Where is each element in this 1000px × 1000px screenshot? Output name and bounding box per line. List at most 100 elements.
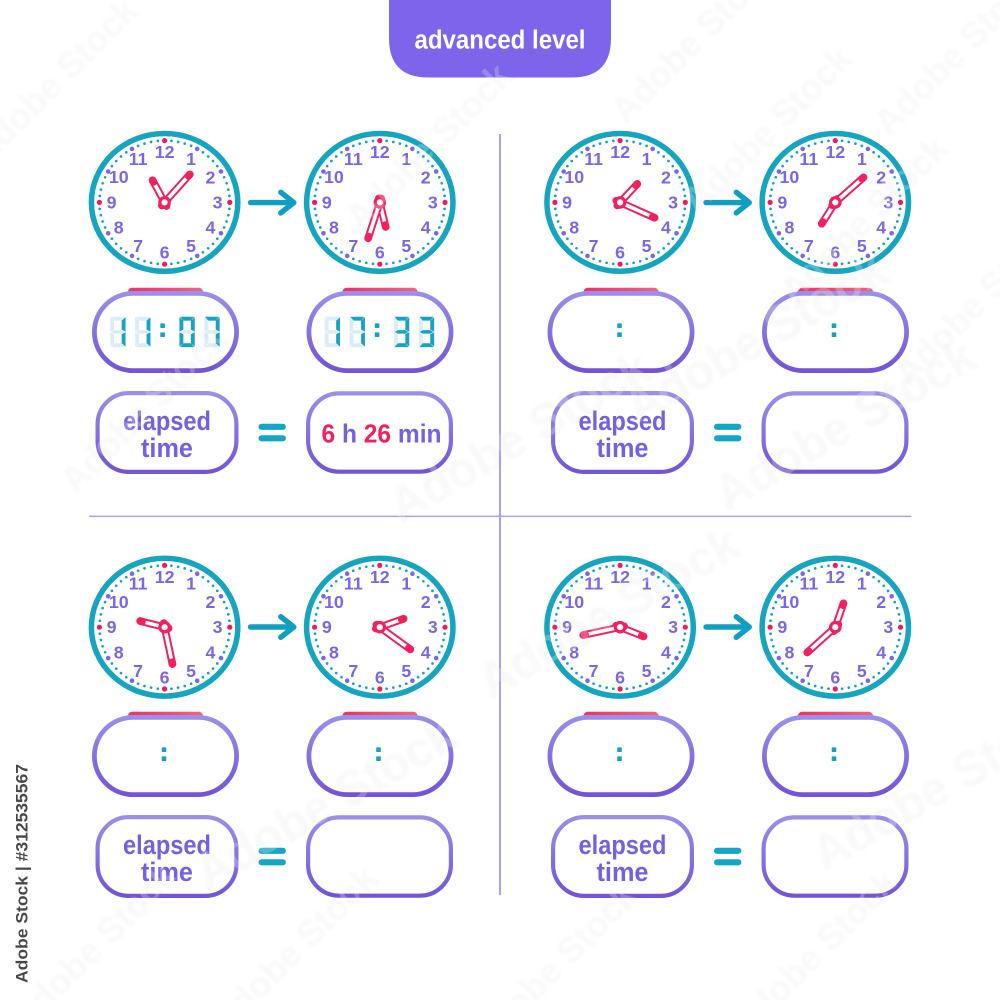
svg-text:10: 10 (780, 167, 800, 187)
svg-text:4: 4 (206, 642, 216, 662)
svg-text:4: 4 (876, 218, 886, 238)
svg-text:9: 9 (107, 192, 117, 212)
svg-text:10: 10 (564, 592, 584, 612)
svg-text:6: 6 (830, 668, 840, 688)
svg-text:4: 4 (661, 642, 671, 662)
svg-text:7: 7 (133, 236, 143, 256)
svg-text:10: 10 (564, 167, 584, 187)
svg-text:3: 3 (213, 617, 223, 637)
svg-text:11: 11 (344, 574, 363, 594)
svg-text:elapsed: elapsed (579, 406, 667, 436)
svg-text:5: 5 (857, 236, 867, 256)
svg-text:6: 6 (615, 668, 625, 688)
svg-text:12: 12 (610, 567, 630, 587)
svg-text:2: 2 (661, 167, 671, 187)
svg-text:2: 2 (876, 167, 886, 187)
svg-text:5: 5 (186, 236, 196, 256)
svg-text:12: 12 (825, 567, 845, 587)
svg-text:1: 1 (186, 149, 196, 169)
svg-text:elapsed: elapsed (123, 406, 211, 436)
svg-text:1: 1 (401, 149, 411, 169)
svg-text:12: 12 (610, 142, 630, 162)
svg-text:4: 4 (421, 642, 431, 662)
svg-text:2: 2 (661, 592, 671, 612)
svg-text:7: 7 (589, 236, 599, 256)
svg-text:10: 10 (109, 167, 129, 187)
svg-text:9: 9 (777, 192, 787, 212)
svg-text:9: 9 (777, 617, 787, 637)
svg-text:time: time (141, 433, 193, 463)
svg-text:6: 6 (375, 243, 385, 263)
svg-text:10: 10 (780, 592, 800, 612)
svg-text:8: 8 (114, 218, 124, 238)
svg-text:8: 8 (784, 218, 794, 238)
svg-text:time: time (597, 857, 649, 887)
svg-text:6: 6 (160, 668, 170, 688)
svg-text:5: 5 (186, 661, 196, 681)
svg-text:8: 8 (569, 642, 579, 662)
svg-text:elapsed: elapsed (579, 830, 667, 860)
svg-text:1: 1 (642, 574, 652, 594)
svg-text:5: 5 (642, 236, 652, 256)
svg-text:1: 1 (857, 574, 867, 594)
svg-text:12: 12 (155, 567, 175, 587)
svg-text:11: 11 (344, 149, 363, 169)
svg-text:2: 2 (876, 592, 886, 612)
svg-text:12: 12 (155, 142, 175, 162)
svg-text:6: 6 (160, 243, 170, 263)
svg-text:5: 5 (857, 661, 867, 681)
svg-text:2: 2 (206, 592, 216, 612)
svg-text:7: 7 (348, 661, 358, 681)
svg-text:7: 7 (589, 661, 599, 681)
svg-text:9: 9 (322, 617, 332, 637)
svg-text:5: 5 (642, 661, 652, 681)
svg-text:10: 10 (324, 592, 344, 612)
svg-text:9: 9 (562, 617, 572, 637)
svg-text:2: 2 (206, 167, 216, 187)
svg-text:11: 11 (584, 149, 603, 169)
svg-text:8: 8 (329, 642, 339, 662)
svg-text:11: 11 (129, 574, 148, 594)
svg-text:time: time (141, 857, 193, 887)
svg-text:Adobe Stock | #312535567: Adobe Stock | #312535567 (14, 764, 32, 983)
svg-text:7: 7 (348, 236, 358, 256)
svg-text:11: 11 (584, 574, 603, 594)
svg-text:3: 3 (428, 192, 438, 212)
svg-text:8: 8 (329, 218, 339, 238)
svg-text:10: 10 (324, 167, 344, 187)
svg-text:8: 8 (569, 218, 579, 238)
svg-text:7: 7 (804, 236, 814, 256)
svg-text:5: 5 (401, 661, 411, 681)
svg-text:3: 3 (883, 617, 893, 637)
svg-text:11: 11 (799, 149, 818, 169)
svg-text:Adobe Stock | #312535567: Adobe Stock | #312535567 (15, 763, 33, 982)
svg-text:12: 12 (370, 567, 390, 587)
svg-text:3: 3 (883, 192, 893, 212)
svg-text:4: 4 (661, 218, 671, 238)
svg-text:8: 8 (114, 642, 124, 662)
svg-text:3: 3 (428, 617, 438, 637)
svg-text:4: 4 (206, 218, 216, 238)
svg-text:advanced level: advanced level (415, 26, 586, 54)
svg-text:9: 9 (107, 617, 117, 637)
svg-text:2: 2 (421, 592, 431, 612)
svg-text:2: 2 (421, 167, 431, 187)
svg-text:time: time (597, 433, 649, 463)
svg-text:7: 7 (804, 661, 814, 681)
svg-text:4: 4 (421, 218, 431, 238)
svg-text:3: 3 (668, 617, 678, 637)
svg-text:1: 1 (401, 574, 411, 594)
svg-text:6 h 26 min: 6 h 26 min (322, 418, 442, 448)
svg-text:11: 11 (129, 149, 148, 169)
svg-text:11: 11 (799, 574, 818, 594)
svg-text:6: 6 (375, 668, 385, 688)
svg-text:1: 1 (857, 149, 867, 169)
svg-text:4: 4 (876, 642, 886, 662)
svg-text:10: 10 (109, 592, 129, 612)
svg-text:6: 6 (830, 243, 840, 263)
svg-text:3: 3 (213, 192, 223, 212)
svg-text:5: 5 (401, 236, 411, 256)
svg-text:12: 12 (370, 142, 390, 162)
svg-text:1: 1 (186, 574, 196, 594)
svg-text:3: 3 (668, 192, 678, 212)
